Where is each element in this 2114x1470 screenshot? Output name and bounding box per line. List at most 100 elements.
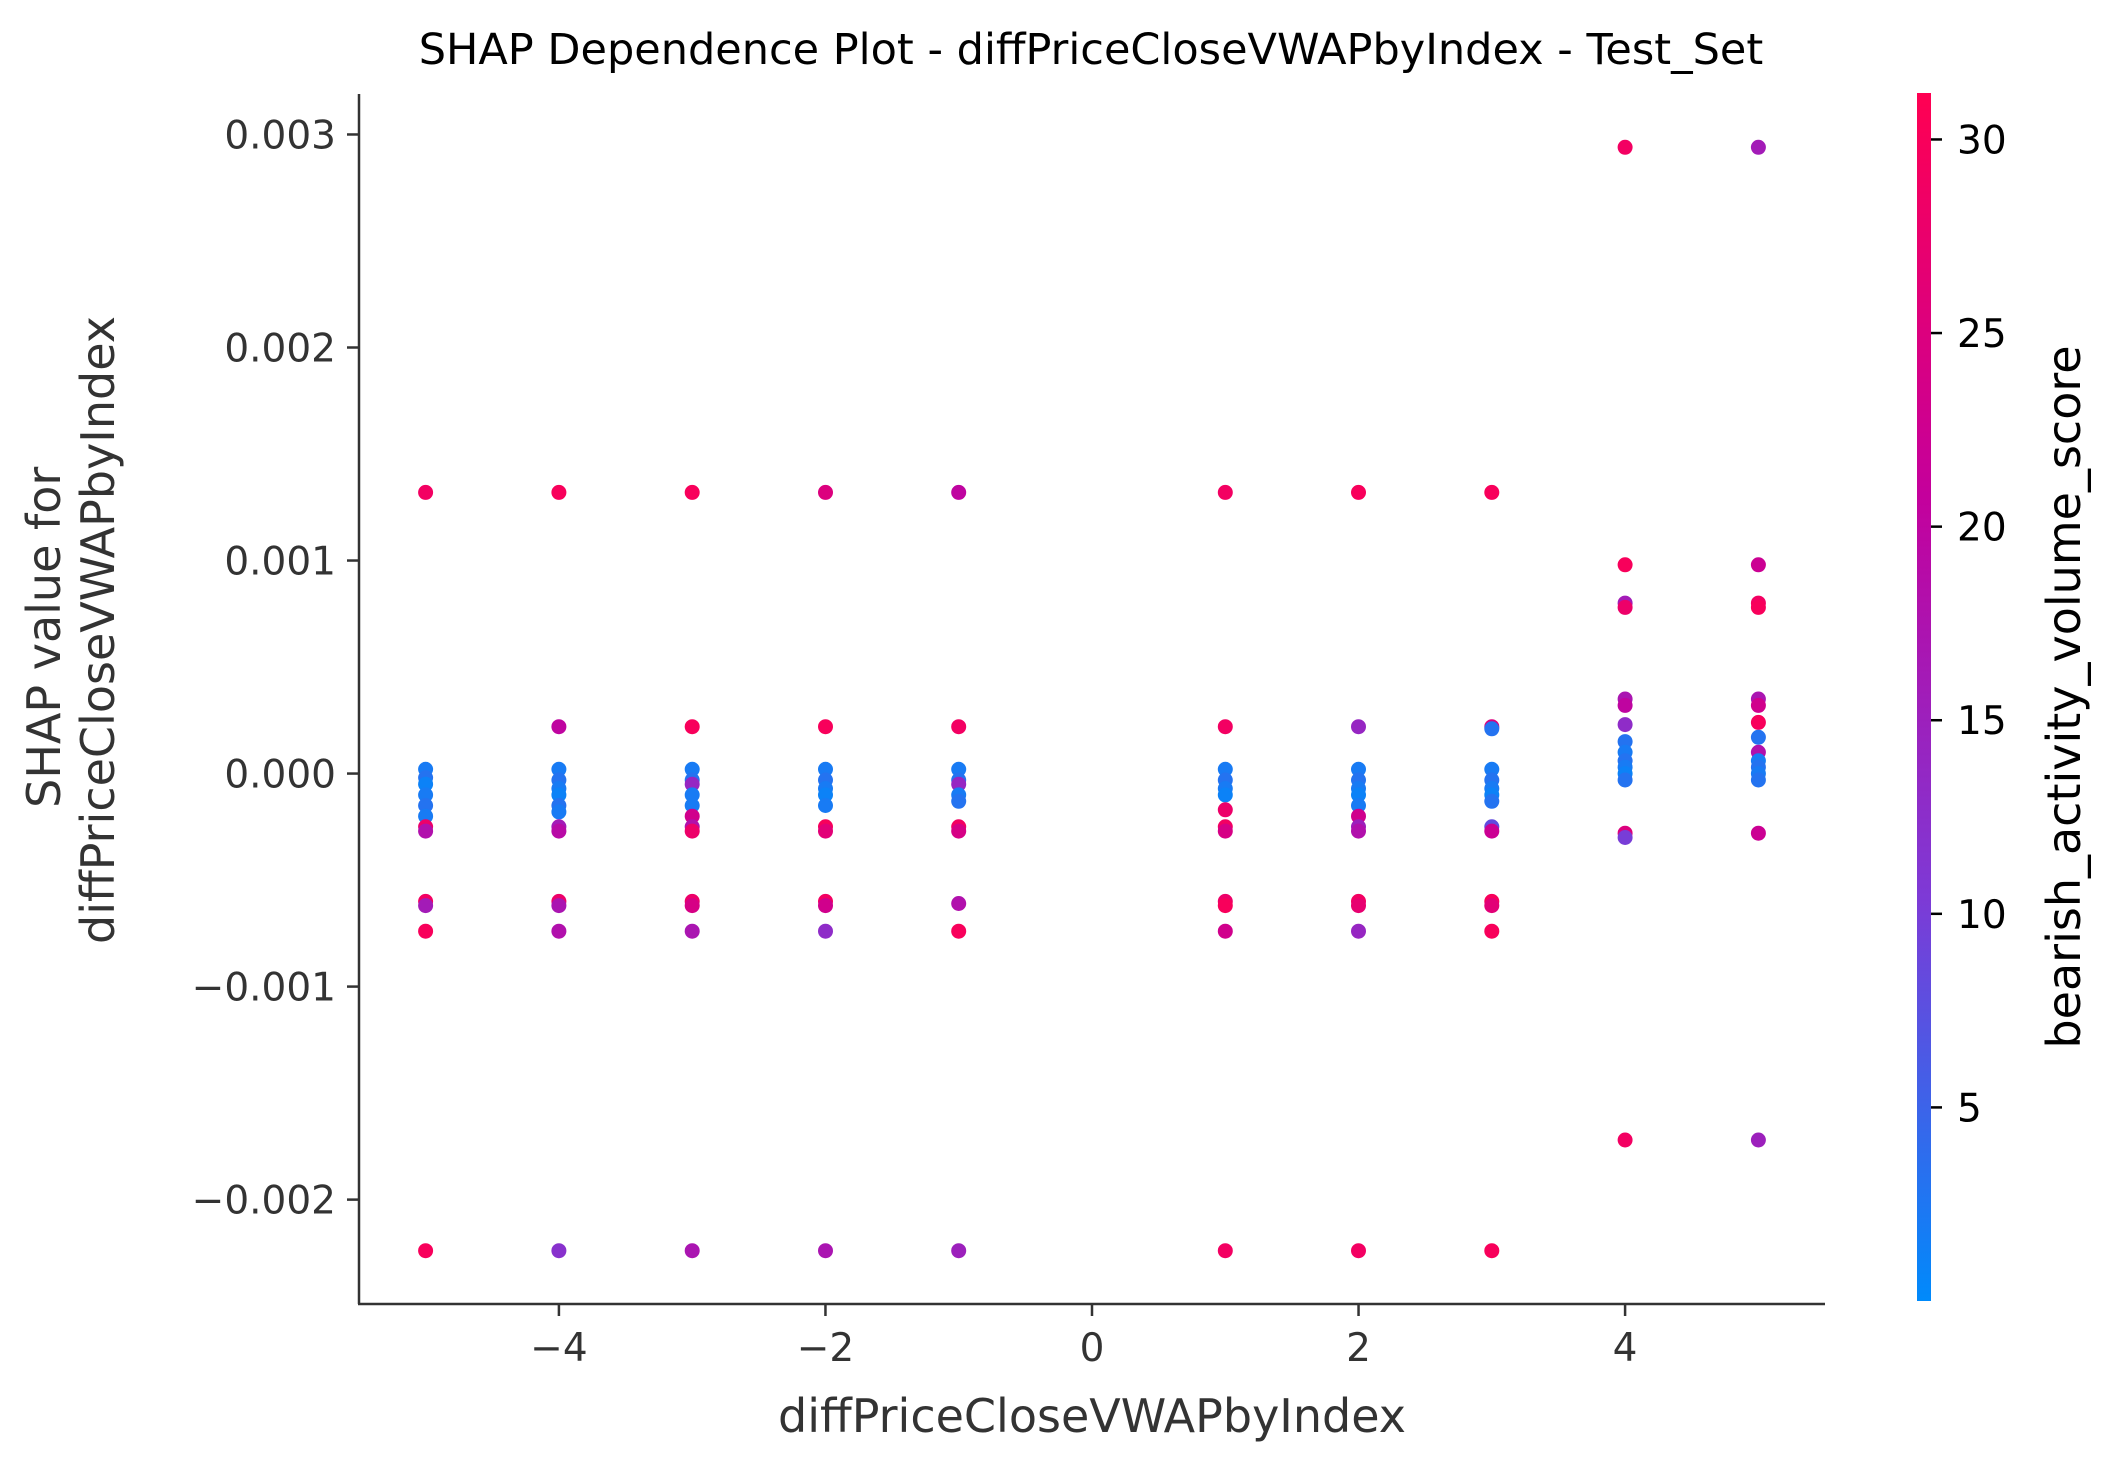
data-point (1617, 697, 1633, 713)
data-point (1617, 599, 1633, 615)
data-point (818, 898, 833, 914)
data-point (1217, 802, 1233, 818)
data-point (551, 823, 567, 839)
y-tick-label: 0.003 (224, 113, 336, 158)
data-point (951, 793, 967, 809)
data-point (551, 898, 567, 914)
data-point (951, 761, 967, 777)
data-point (1351, 761, 1366, 777)
data-point (1617, 717, 1633, 733)
data-point (1617, 1132, 1633, 1148)
data-point (818, 761, 833, 777)
x-tick-label: 0 (1080, 1326, 1105, 1371)
data-point (1217, 923, 1233, 939)
data-point (951, 923, 967, 939)
data-point (418, 776, 434, 792)
y-tick-label: −0.002 (192, 1179, 336, 1224)
data-point (418, 484, 434, 500)
data-point (551, 804, 567, 820)
colorbar-tick-label: 25 (1957, 312, 2007, 357)
data-point (684, 484, 700, 500)
data-point (1617, 734, 1633, 750)
data-point (1351, 823, 1366, 839)
data-point (684, 1243, 700, 1259)
data-point (951, 896, 967, 911)
x-axis-label: diffPriceCloseVWAPbyIndex (778, 1389, 1406, 1443)
data-point (418, 787, 434, 803)
data-point (1217, 761, 1233, 777)
scatter-points (418, 139, 1766, 1259)
data-point (1750, 599, 1766, 615)
colorbar-label: bearish_activity_volume_score (2037, 345, 2091, 1048)
data-point (684, 808, 700, 824)
data-point (818, 787, 833, 803)
data-point (418, 898, 434, 914)
data-point (1351, 787, 1366, 803)
x-axis-ticks: −4 −2 0 2 4 (530, 1304, 1638, 1371)
data-point (551, 484, 567, 500)
data-point (1351, 1243, 1366, 1259)
data-point (818, 798, 833, 813)
data-point (1484, 923, 1500, 939)
data-point (1351, 798, 1366, 813)
colorbar-tick-label: 30 (1957, 118, 2007, 163)
data-point (684, 798, 700, 813)
data-point (418, 823, 434, 839)
data-point (1484, 761, 1500, 777)
data-point (551, 761, 567, 777)
data-point (1750, 1132, 1766, 1148)
data-point (818, 719, 833, 735)
data-point (418, 1243, 434, 1259)
data-point (1351, 808, 1366, 824)
data-point (1617, 139, 1633, 155)
data-point (1750, 697, 1766, 713)
data-point (684, 787, 700, 803)
data-point (684, 923, 700, 939)
colorbar-ticks: 5 10 15 20 25 30 (1931, 118, 2007, 1131)
data-point (418, 798, 434, 813)
data-point (1351, 898, 1366, 914)
data-point (551, 719, 567, 735)
data-point (1750, 557, 1766, 573)
data-point (1617, 772, 1633, 788)
data-point (684, 898, 700, 914)
data-point (1217, 787, 1233, 803)
data-point (1750, 729, 1766, 745)
data-point (818, 823, 833, 839)
data-point (951, 719, 967, 735)
y-axis-ticks: 0.003 0.002 0.001 0.000 −0.001 −0.002 (192, 113, 359, 1224)
data-point (1351, 719, 1366, 735)
data-point (1484, 1243, 1500, 1259)
x-tick-label: −2 (797, 1326, 855, 1371)
data-point (951, 823, 967, 839)
y-axis-label: SHAP value for diffPriceCloseVWAPbyIndex (17, 316, 125, 944)
data-point (684, 719, 700, 735)
colorbar (1917, 93, 1931, 1301)
y-tick-label: 0.002 (224, 327, 336, 372)
data-point (1351, 484, 1366, 500)
data-point (684, 823, 700, 839)
data-point (551, 923, 567, 939)
data-point (1217, 823, 1233, 839)
data-point (1750, 825, 1766, 841)
data-point (418, 808, 434, 824)
chart-title: SHAP Dependence Plot - diffPriceCloseVWA… (419, 25, 1763, 75)
data-point (1484, 898, 1500, 914)
data-point (1750, 139, 1766, 155)
data-point (551, 787, 567, 803)
data-point (684, 776, 700, 792)
data-point (684, 761, 700, 777)
data-point (818, 923, 833, 939)
colorbar-tick-label: 15 (1957, 699, 2007, 744)
y-tick-label: −0.001 (192, 966, 336, 1011)
data-point (1484, 484, 1500, 500)
y-tick-label: 0.000 (224, 753, 336, 798)
data-point (1217, 484, 1233, 500)
data-point (1617, 557, 1633, 573)
data-point (818, 484, 833, 500)
data-point (1484, 721, 1500, 737)
x-tick-label: 4 (1613, 1326, 1638, 1371)
data-point (951, 776, 967, 792)
